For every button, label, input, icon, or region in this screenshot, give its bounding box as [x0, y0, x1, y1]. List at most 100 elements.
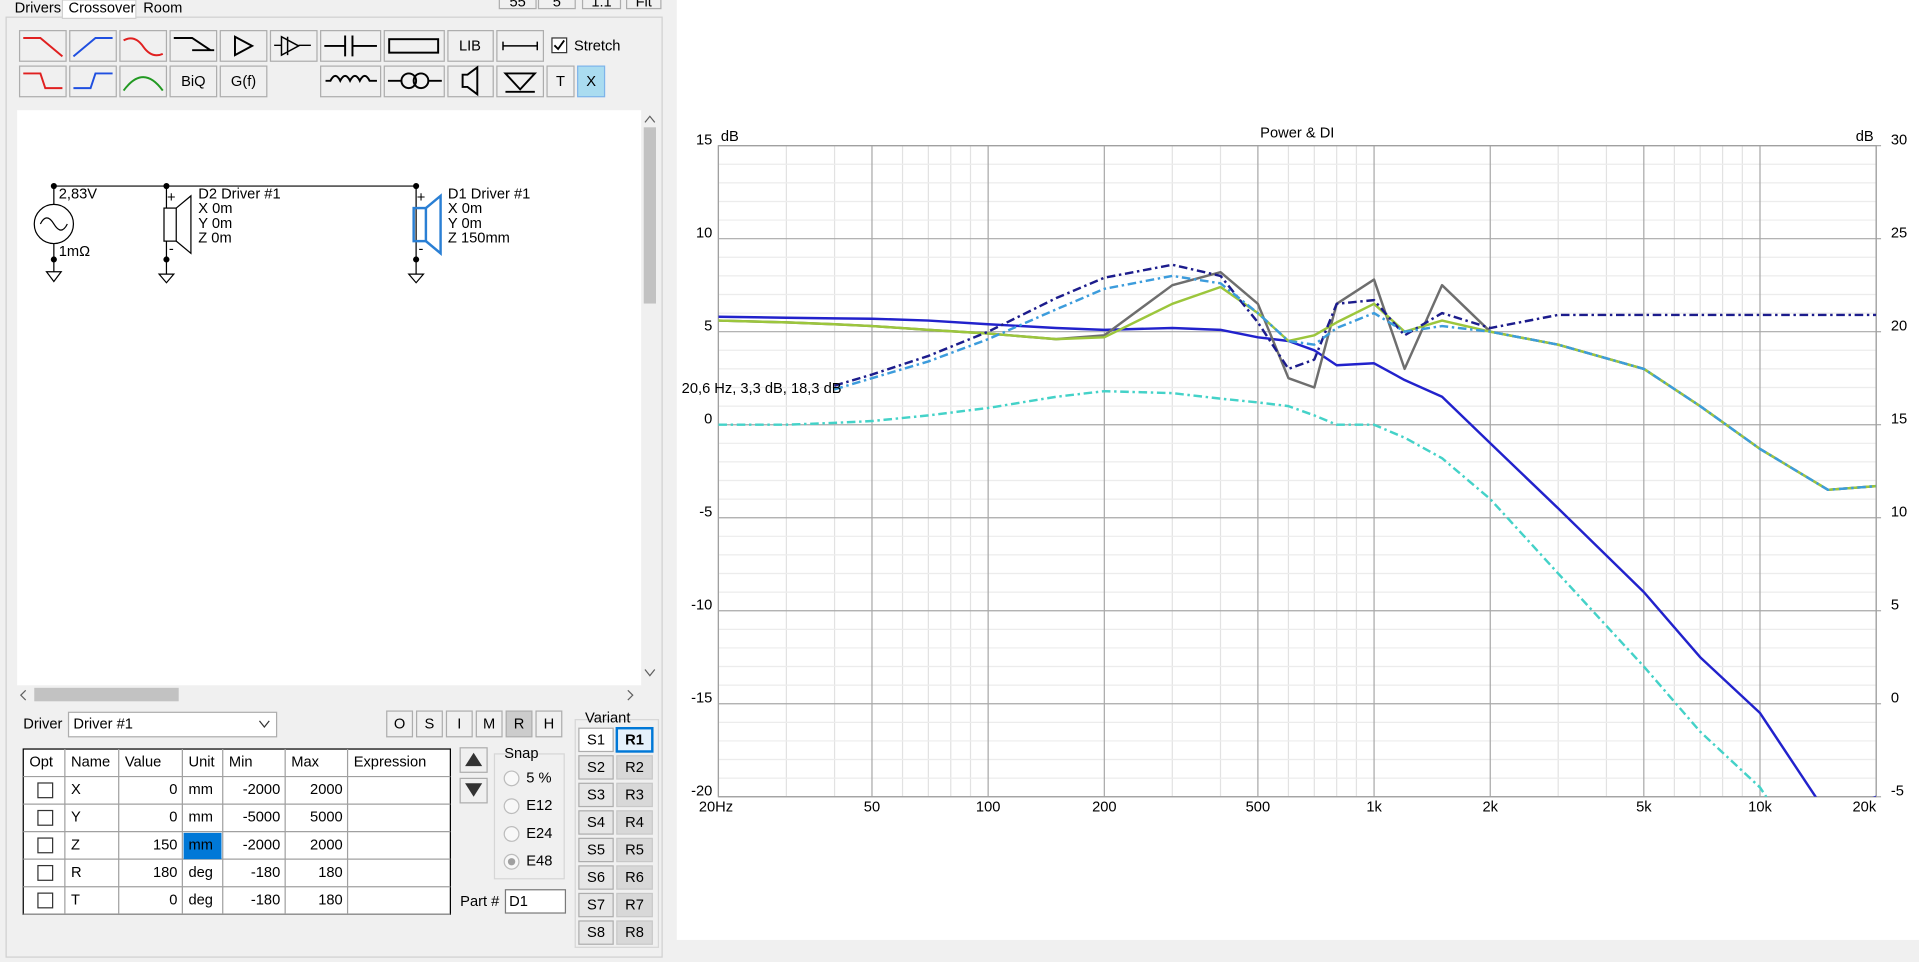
y2-tick-label: 25: [1891, 226, 1907, 242]
variant-r-button[interactable]: [616, 865, 653, 890]
toolbar-button-label: LIB: [459, 38, 481, 54]
opt-checkbox[interactable]: [37, 837, 54, 854]
driver-dropdown[interactable]: [67, 711, 278, 738]
column-header: Expression: [354, 754, 427, 770]
opt-checkbox[interactable]: [37, 892, 54, 909]
toolbar-button-label: BiQ: [181, 74, 205, 90]
part-input[interactable]: [504, 889, 567, 914]
driver-button[interactable]: [386, 710, 414, 738]
h-scroll-thumb[interactable]: [34, 687, 179, 702]
check-mark: [553, 39, 565, 51]
zoom-button[interactable]: [581, 0, 622, 10]
scroll-up[interactable]: [644, 115, 656, 123]
move-down[interactable]: [459, 777, 488, 804]
snap-radio[interactable]: [503, 826, 520, 842]
column-header: Max: [291, 754, 319, 770]
schematic-canvas: [17, 110, 642, 686]
snap-radio[interactable]: [503, 798, 520, 815]
v-scroll-thumb[interactable]: [643, 127, 656, 304]
zoom-button[interactable]: [537, 0, 576, 10]
x-tick-label: 20k: [1853, 800, 1877, 816]
opt-checkbox[interactable]: [37, 782, 54, 799]
variant-s-button[interactable]: [578, 920, 614, 945]
column-header: Opt: [29, 754, 53, 770]
variant-s-label: S2: [587, 760, 605, 776]
driver-button[interactable]: [535, 710, 563, 738]
chart-title: Power & DI: [1260, 125, 1334, 141]
driver-position: Z 150mm: [448, 231, 510, 247]
variant-s-label: S7: [587, 898, 605, 914]
driver-button-label: O: [394, 716, 405, 732]
snap-group: [493, 753, 565, 880]
table-cell: mm: [188, 810, 212, 826]
variant-s-button[interactable]: [578, 865, 614, 890]
variant-r-button[interactable]: [616, 837, 653, 863]
variant-s-button[interactable]: [578, 782, 614, 808]
table-cell: 180: [318, 865, 342, 881]
table-cell: 2000: [310, 837, 343, 853]
variant-r-button[interactable]: [616, 755, 653, 780]
driver-button-label: H: [544, 716, 555, 732]
tab-selected[interactable]: [61, 0, 137, 19]
zoom-button[interactable]: [498, 0, 537, 10]
plus-terminal: +: [417, 190, 426, 206]
zoom-button[interactable]: [626, 0, 662, 10]
variant-s-button[interactable]: [578, 810, 614, 835]
scroll-right[interactable]: [627, 689, 634, 701]
toolbar-button-label: X: [586, 74, 596, 90]
table-cell: -2000: [243, 782, 281, 798]
series-line: [834, 274, 1877, 492]
driver-label: D2 Driver #1: [198, 186, 280, 202]
table-cell: X: [71, 782, 81, 798]
stretch-checkbox[interactable]: [551, 37, 568, 54]
table-cell: Z: [71, 837, 80, 853]
snap-radio-dot: [507, 858, 516, 866]
driver-button[interactable]: [505, 710, 533, 738]
variant-s-label: S3: [587, 787, 605, 803]
driver-button[interactable]: [415, 710, 443, 738]
scroll-down[interactable]: [644, 669, 656, 677]
variant-s-button[interactable]: [578, 892, 614, 918]
scroll-left[interactable]: [19, 689, 27, 701]
variant-s-button[interactable]: [578, 755, 614, 780]
variant-r-button[interactable]: [616, 920, 653, 945]
opt-checkbox[interactable]: [37, 809, 54, 826]
table-cell: mm: [188, 782, 212, 798]
x-tick-label: 50: [864, 800, 880, 816]
y2-tick-label: 30: [1891, 133, 1907, 149]
variant-r-button[interactable]: [616, 782, 653, 808]
zoom-button-label: 5: [553, 0, 561, 10]
y-tick-label: -20: [691, 784, 712, 800]
variant-s-label: S4: [587, 815, 605, 831]
y-tick-label: 0: [704, 412, 712, 428]
driver-button[interactable]: [475, 710, 503, 738]
y-tick-label: 15: [696, 133, 712, 149]
toolbar-icons: [23, 35, 539, 97]
snap-radio[interactable]: [503, 770, 520, 787]
variant-r-button[interactable]: [615, 726, 654, 753]
x-tick-label: 5k: [1636, 800, 1652, 816]
y-tick-label: -10: [691, 598, 712, 614]
driver-button[interactable]: [445, 710, 473, 738]
table-cell: 150: [153, 837, 177, 853]
table-cell: T: [71, 892, 80, 908]
variant-r-button[interactable]: [616, 892, 653, 918]
stretch-label: Stretch: [574, 38, 620, 54]
variant-s-button[interactable]: [578, 837, 614, 863]
snap-title: Snap: [504, 746, 538, 762]
up-arrow: [465, 752, 483, 767]
opt-checkbox[interactable]: [37, 864, 54, 881]
variant-s-button[interactable]: [578, 727, 614, 753]
variant-r-button[interactable]: [616, 810, 653, 835]
chart-panel: [676, 0, 1919, 940]
variant-r-label: R4: [625, 815, 644, 831]
table-cell: Y: [71, 810, 81, 826]
driver-position: X 0m: [448, 201, 482, 217]
table-cell: deg: [188, 892, 212, 908]
variant-r-label: R6: [625, 870, 644, 886]
snap-option: E48: [526, 854, 552, 870]
tab-label: Room: [143, 0, 182, 16]
table-cell: 2000: [310, 782, 343, 798]
column-header: Unit: [188, 754, 214, 770]
